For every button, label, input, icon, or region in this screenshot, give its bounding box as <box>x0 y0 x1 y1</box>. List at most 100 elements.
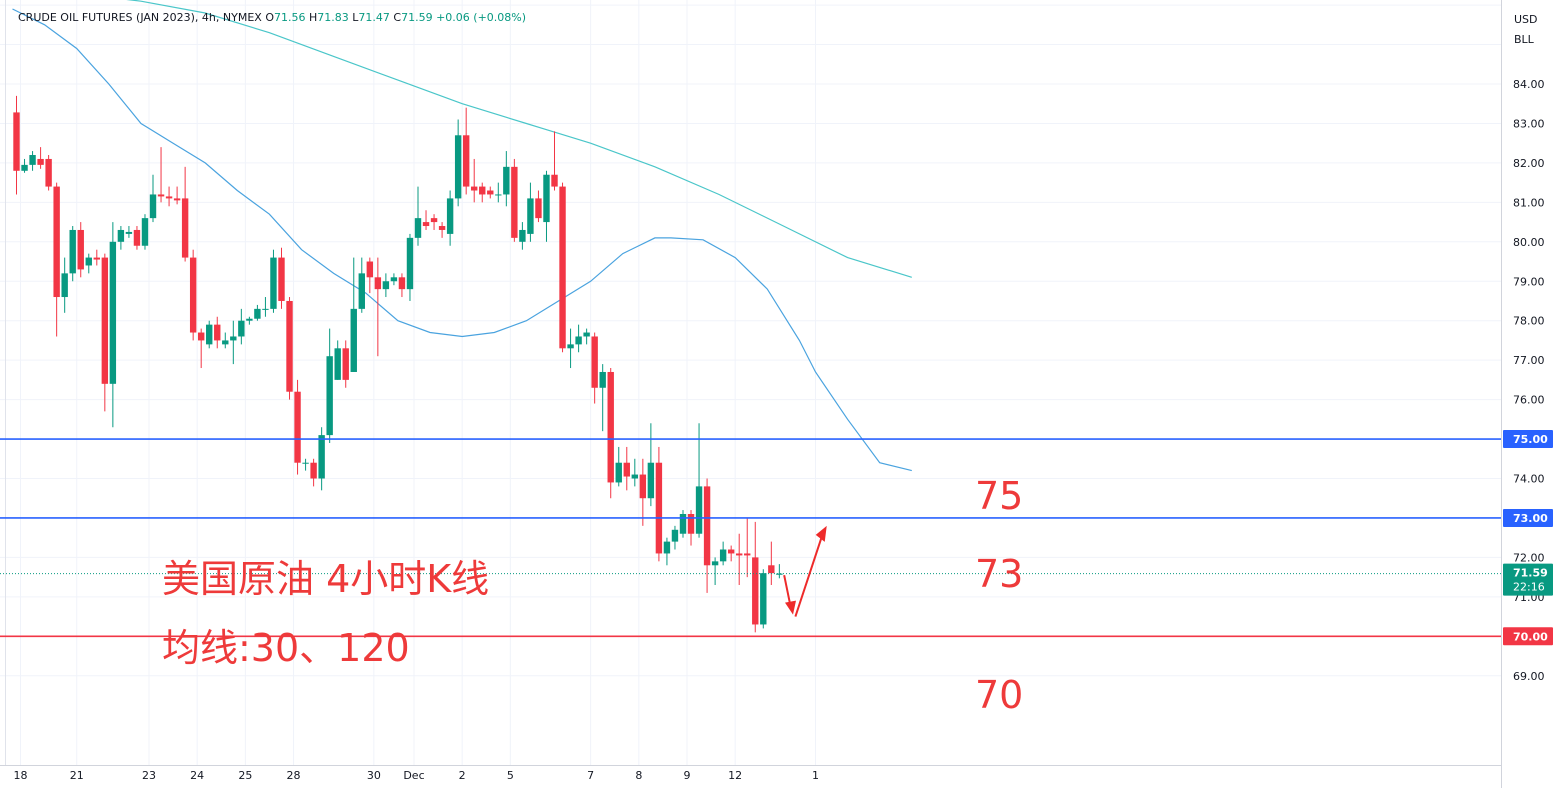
candle-body[interactable] <box>149 194 157 219</box>
candle-body[interactable] <box>446 198 454 234</box>
candle-body[interactable] <box>679 514 687 534</box>
candle-body[interactable] <box>406 237 414 290</box>
candle-body[interactable] <box>454 135 462 199</box>
candle-body[interactable] <box>374 277 382 290</box>
candle-body[interactable] <box>181 198 189 258</box>
candle-body[interactable] <box>37 158 44 165</box>
candle-body[interactable] <box>69 229 76 274</box>
candle-body[interactable] <box>294 391 301 463</box>
candle-body[interactable] <box>101 257 109 384</box>
candle-body[interactable] <box>117 229 125 242</box>
candle-body[interactable] <box>93 257 100 260</box>
candle-body[interactable] <box>133 229 141 246</box>
candle-body[interactable] <box>334 348 341 380</box>
candle-body[interactable] <box>768 565 775 574</box>
candle-body[interactable] <box>511 166 518 238</box>
candle-body[interactable] <box>21 164 28 171</box>
candle-body[interactable] <box>109 241 117 384</box>
candle-body[interactable] <box>736 553 743 556</box>
candle-body[interactable] <box>286 300 293 392</box>
candle-body[interactable] <box>77 229 84 270</box>
candle-body[interactable] <box>503 166 510 195</box>
candle-body[interactable] <box>173 198 181 201</box>
level-badge-70.00[interactable] <box>1503 627 1553 646</box>
candle-body[interactable] <box>125 231 133 234</box>
candle-body[interactable] <box>599 371 606 388</box>
candle-body[interactable] <box>390 277 398 282</box>
candle-body[interactable] <box>398 277 406 290</box>
level-badge-75.00[interactable] <box>1503 430 1553 449</box>
candle-body[interactable] <box>318 435 325 479</box>
candle-body[interactable] <box>246 318 253 321</box>
candle-body[interactable] <box>487 190 494 195</box>
candle-body[interactable] <box>631 474 639 479</box>
candle-body[interactable] <box>254 308 261 319</box>
candle-body[interactable] <box>189 257 197 333</box>
candle-body[interactable] <box>655 462 663 554</box>
candle-body[interactable] <box>350 308 357 372</box>
candle-body[interactable] <box>623 462 630 477</box>
candle-body[interactable] <box>727 549 735 554</box>
candle-body[interactable] <box>197 332 205 341</box>
candle-body[interactable] <box>366 261 374 278</box>
candle-body[interactable] <box>422 222 430 227</box>
candle-body[interactable] <box>575 336 582 345</box>
candle-body[interactable] <box>230 336 237 341</box>
candle-body[interactable] <box>382 281 390 290</box>
candle-body[interactable] <box>776 573 783 575</box>
level-badge-73.00[interactable] <box>1503 508 1553 527</box>
candle-body[interactable] <box>607 371 614 483</box>
candle-body[interactable] <box>278 257 285 301</box>
candle-body[interactable] <box>206 324 213 345</box>
candle-body[interactable] <box>61 273 68 298</box>
candle-body[interactable] <box>744 553 751 556</box>
candle-body[interactable] <box>438 226 446 230</box>
candle-body[interactable] <box>591 336 598 388</box>
candle-body[interactable] <box>760 573 767 625</box>
candle-body[interactable] <box>29 155 36 165</box>
candle-body[interactable] <box>703 486 711 566</box>
candle-body[interactable] <box>414 218 422 238</box>
candle-body[interactable] <box>326 356 333 436</box>
candle-body[interactable] <box>479 186 486 195</box>
candle-body[interactable] <box>222 340 229 345</box>
candle-body[interactable] <box>270 257 277 309</box>
last-price-badge[interactable] <box>1503 563 1553 596</box>
candle-body[interactable] <box>615 462 622 483</box>
candle-body[interactable] <box>687 514 695 534</box>
candle-body[interactable] <box>342 348 349 380</box>
candle-body[interactable] <box>471 186 478 191</box>
candle-body[interactable] <box>711 561 719 566</box>
candle-body[interactable] <box>495 194 502 196</box>
candle-body[interactable] <box>462 135 470 187</box>
candle-body[interactable] <box>13 112 20 171</box>
candle-body[interactable] <box>262 308 269 310</box>
candle-body[interactable] <box>238 320 245 337</box>
candle-body[interactable] <box>358 273 365 309</box>
candle-body[interactable] <box>430 218 438 223</box>
candle-body[interactable] <box>535 198 542 219</box>
candle-body[interactable] <box>695 486 703 534</box>
candle-body[interactable] <box>85 257 92 266</box>
candle-body[interactable] <box>165 196 173 199</box>
candle-body[interactable] <box>519 229 526 242</box>
candle-body[interactable] <box>559 186 566 349</box>
candle-body[interactable] <box>719 549 727 562</box>
candle-body[interactable] <box>663 541 671 554</box>
candle-body[interactable] <box>53 186 60 298</box>
candle-body[interactable] <box>639 474 647 499</box>
candle-body[interactable] <box>302 462 309 464</box>
candle-body[interactable] <box>671 529 679 542</box>
candle-body[interactable] <box>527 198 534 234</box>
candle-body[interactable] <box>310 462 317 479</box>
candle-body[interactable] <box>157 194 165 197</box>
candle-body[interactable] <box>45 158 52 187</box>
candle-body[interactable] <box>647 462 655 499</box>
candle-body[interactable] <box>583 332 590 337</box>
candle-body[interactable] <box>214 324 221 341</box>
candle-body[interactable] <box>551 174 558 187</box>
candle-body[interactable] <box>567 344 574 349</box>
candle-body[interactable] <box>752 557 759 625</box>
candle-body[interactable] <box>543 174 550 223</box>
